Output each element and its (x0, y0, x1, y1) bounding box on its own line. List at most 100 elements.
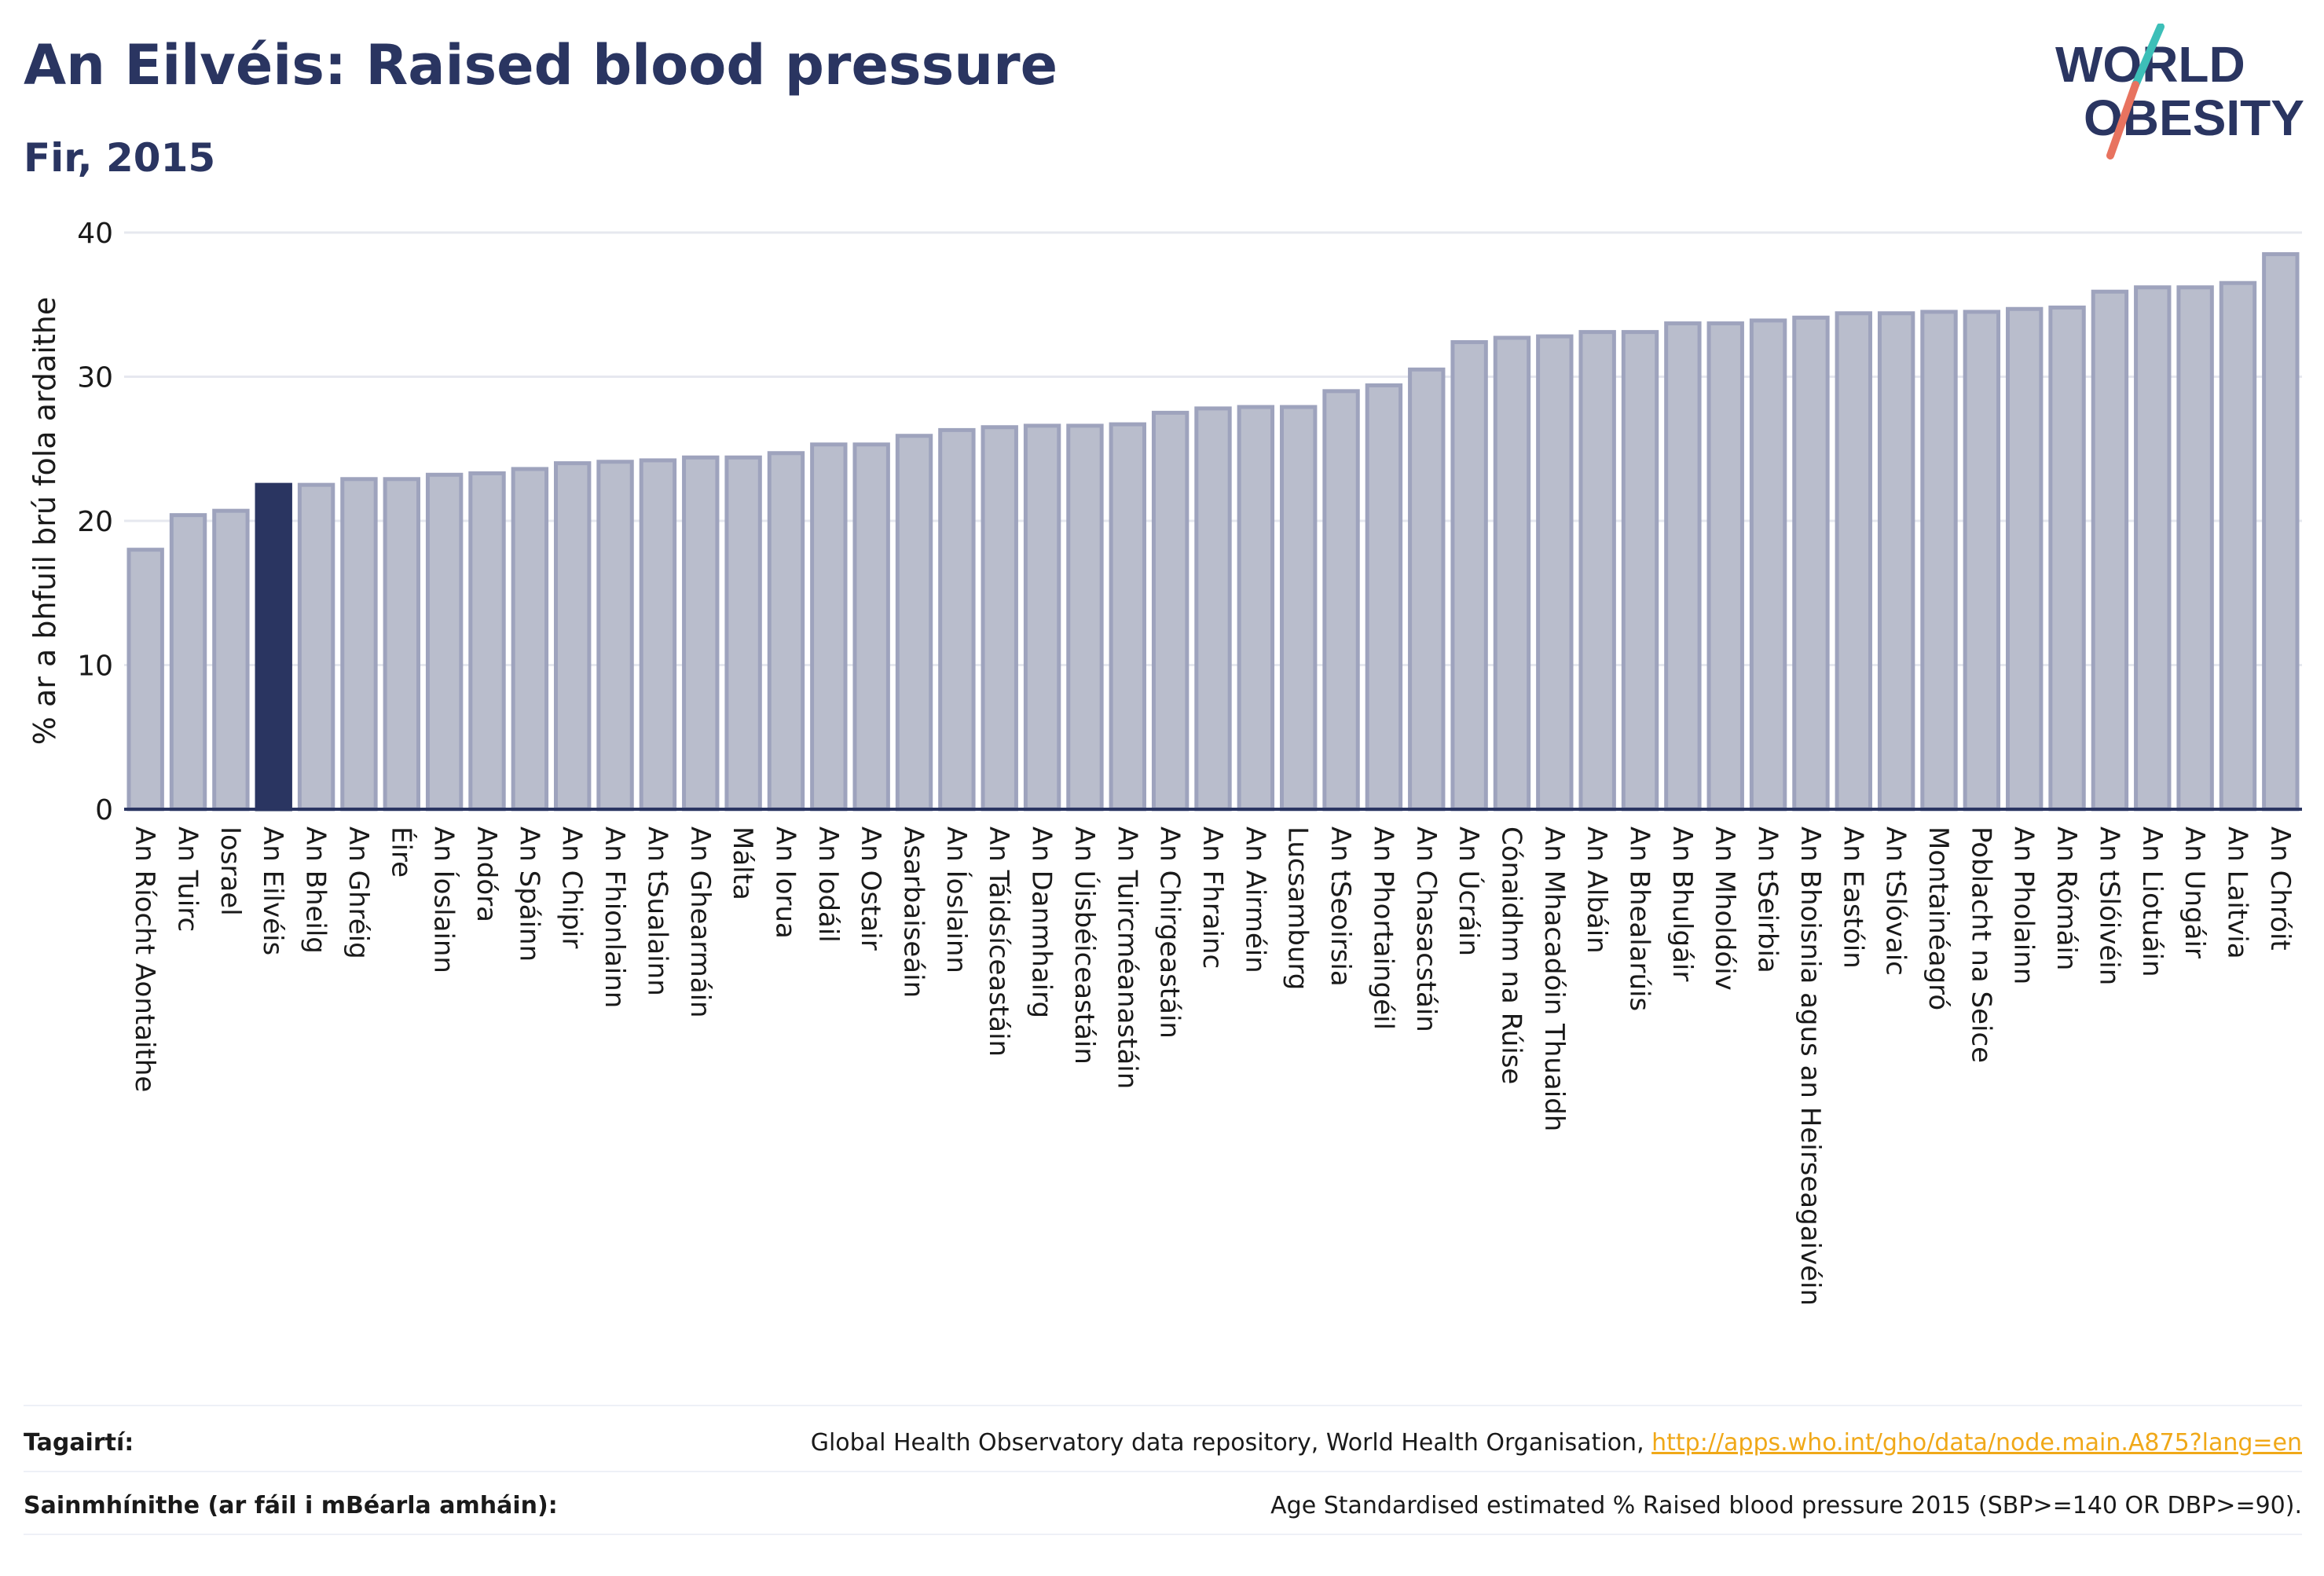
references-row: Tagairtí: Global Health Observatory data… (24, 1411, 2302, 1474)
x-tick-label: Lucsamburg (1282, 826, 1314, 990)
bar (1194, 406, 1232, 812)
bar (1023, 423, 1061, 812)
bar (1408, 367, 1446, 812)
x-tick-label: An Chipir (556, 826, 588, 948)
x-tick-label: An Ungáir (2179, 826, 2210, 958)
x-tick-label: Poblacht na Seice (1965, 826, 1996, 1063)
x-tick-label: An Bhoisnia agus an Heirseagaivéin (1794, 826, 1826, 1306)
bar (126, 548, 164, 812)
x-tick-label: An Chróit (2264, 826, 2296, 951)
bar (1066, 423, 1104, 812)
bar (1621, 330, 1659, 812)
bar (425, 472, 464, 812)
bar (981, 425, 1018, 812)
x-tick-label: An Chasacstáin (1410, 826, 1442, 1032)
bar-chart: 0 10 20 30 40 % ar a bhfuil brú fola ardaithe… (27, 218, 2302, 1306)
x-tick-label: Iosrael (214, 826, 246, 916)
bar (767, 451, 805, 812)
bar (1109, 422, 1146, 812)
references-link[interactable]: http://apps.who.int/gho/data/node.main.A… (1651, 1428, 2302, 1457)
bar (724, 455, 762, 812)
x-tick-label: An Liotuáin (2136, 826, 2168, 977)
x-tick-label: An Bhulgáir (1666, 826, 1698, 981)
bar (2048, 305, 2086, 812)
x-tick-label: An tSeoirsia (1325, 826, 1356, 987)
x-tick-label: An Íoslainn (428, 826, 460, 973)
bar (2134, 285, 2172, 812)
bar (2219, 280, 2257, 812)
y-tick-label: 0 (95, 794, 113, 826)
x-tick-label: An Tuircméanastáin (1111, 826, 1142, 1089)
bar (511, 467, 549, 812)
bar (554, 461, 592, 812)
chart-title: An Eilvéis: Raised blood pressure (24, 33, 1058, 97)
bar-highlighted (255, 482, 292, 812)
x-tick-label: An tSlóvaic (1880, 826, 1912, 976)
x-tick-label: An Phortaingéil (1367, 826, 1398, 1030)
x-tick-label: Andóra (471, 826, 502, 922)
chart-subtitle: Fir, 2015 (24, 135, 216, 181)
y-tick-label: 30 (77, 362, 113, 394)
bar (938, 427, 976, 812)
footer-divider-middle (24, 1471, 2302, 1472)
definitions-label: Sainmhínithe (ar fáil i mBéarla amháin): (24, 1491, 558, 1519)
bar (1835, 311, 1872, 812)
x-tick-label: An Danmhairg (1026, 826, 1058, 1018)
bar (1706, 321, 1744, 812)
x-tick-label: An Laitvia (2221, 826, 2253, 959)
bar (1578, 330, 1616, 812)
bar (1877, 311, 1915, 812)
bar (340, 477, 378, 812)
definitions-text: Age Standardised estimated % Raised bloo… (1270, 1491, 2302, 1519)
x-tick-label: An Rómáin (2051, 826, 2082, 970)
bar (1450, 339, 1488, 812)
logo-slash-coral (2106, 81, 2139, 159)
x-tick-label: An Iodáil (812, 826, 844, 943)
bar (2006, 306, 2044, 812)
bar (1749, 318, 1787, 812)
x-tick-label: An Ostair (855, 826, 886, 951)
x-tick-label: An Úcráin (1453, 826, 1485, 956)
x-tick-label: An tSualainn (641, 826, 673, 996)
bar (1280, 405, 1318, 812)
bar (1365, 383, 1403, 812)
x-tick-label: An Mhacadóin Thuaidh (1538, 826, 1570, 1131)
bar (212, 508, 250, 812)
x-tick-label: An Ghearmáin (684, 826, 716, 1018)
bar (1664, 321, 1702, 812)
bar (1920, 310, 1958, 812)
bar (682, 455, 720, 812)
x-tick-label: An Spáinn (513, 826, 544, 962)
x-tick-label: An Fhionlainn (599, 826, 630, 1008)
x-tick-label: An Táidsíceastáin (983, 826, 1014, 1057)
bar (1322, 389, 1360, 812)
bar (2262, 252, 2300, 812)
x-tick-label: An Airméin (1239, 826, 1270, 973)
x-tick-label: An Bhealarúis (1624, 826, 1655, 1011)
footer-divider-bottom (24, 1534, 2302, 1535)
x-tick-label: An Chirgeastáin (1154, 826, 1186, 1039)
x-tick-label: An Ghréig (343, 826, 374, 959)
x-tick-label: An Ríocht Aontaithe (129, 826, 160, 1092)
x-tick-label: An Bheilg (300, 826, 332, 954)
world-obesity-logo: WORLD OBESITY (2055, 24, 2304, 159)
bar (2091, 289, 2129, 812)
bar (810, 442, 848, 812)
bar (1792, 315, 1830, 812)
x-tick-label: An Pholainn (2008, 826, 2040, 984)
x-tick-label: Asarbaiseáin (898, 826, 929, 998)
x-tick-label: An Fhrainc (1197, 826, 1228, 969)
bar (639, 458, 677, 812)
x-tick-label: An tSlóivéin (2093, 826, 2124, 985)
bar (297, 482, 335, 812)
bar (1963, 310, 2001, 812)
x-tick-label: An tSeirbia (1752, 826, 1783, 973)
y-tick-label: 40 (77, 218, 113, 250)
bar (596, 460, 634, 812)
bar (169, 513, 207, 812)
x-tick-label: An Eastóin (1837, 826, 1868, 969)
bar (1151, 410, 1189, 812)
x-tick-label: Cónaidhm na Rúise (1495, 826, 1527, 1084)
x-tick-label: An Iorua (769, 826, 801, 939)
y-tick-label: 20 (77, 506, 113, 538)
